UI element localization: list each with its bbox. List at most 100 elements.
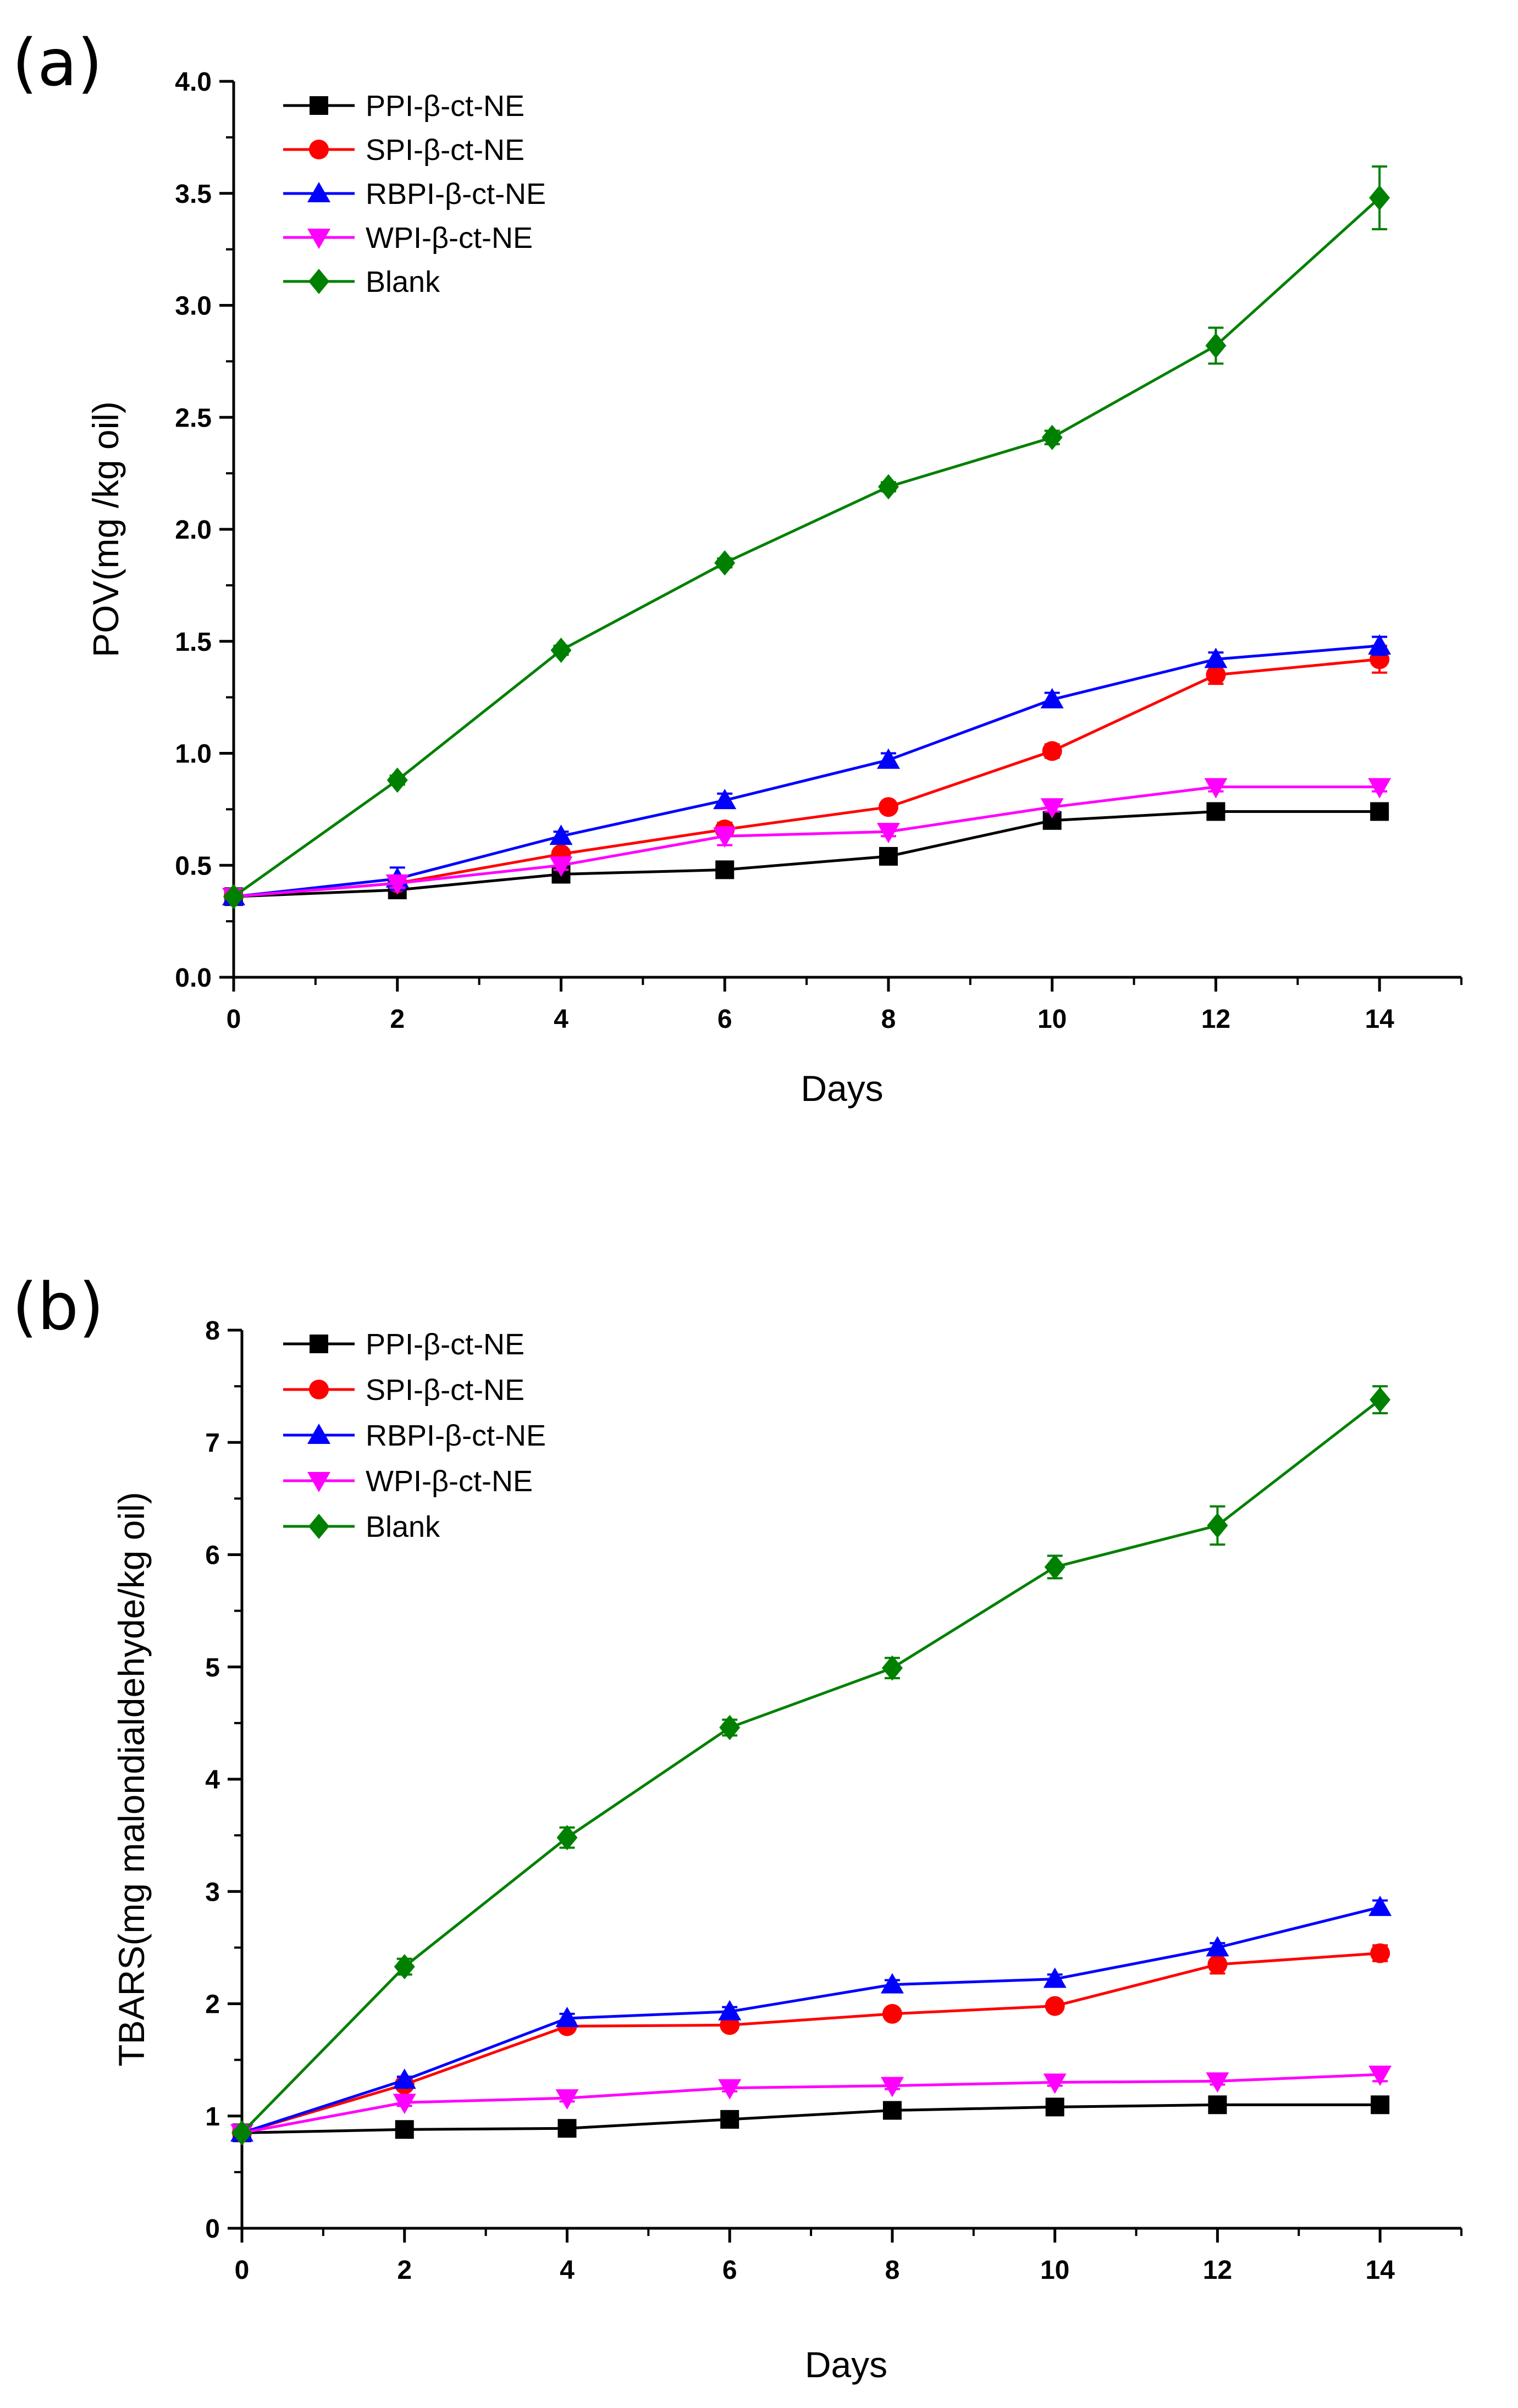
x-tick-label: 0 [227,1005,241,1034]
data-point [1040,798,1064,819]
data-point [1045,2097,1064,2117]
data-point [555,2007,579,2028]
legend-marker [307,1424,330,1444]
x-tick-label: 4 [560,2256,575,2285]
data-point [877,474,899,500]
data-point [876,823,900,844]
legend-label: PPI-β-ct-NE [366,90,525,123]
series-diamond [223,165,1390,910]
series-line [233,657,1380,898]
y-tick-label: 3.0 [175,292,212,321]
data-point [879,846,898,866]
data-point [881,1655,903,1681]
data-point [1205,333,1227,358]
series-diamond [231,1385,1391,2146]
legend-marker [308,1514,329,1539]
y-tick-label: 1.0 [175,740,212,769]
data-point [1043,2073,1067,2094]
legend: PPI-β-ct-NE SPI-β-ct-NE RBPI-β-ct-NE WPI-β-… [283,90,546,298]
y-tick-label: 0 [205,2215,220,2244]
data-point [395,2120,414,2139]
data-point [878,797,898,817]
legend-label: SPI-β-ct-NE [366,1374,525,1407]
x-tick-label: 10 [1037,1005,1067,1034]
series-triangle-up [222,634,1392,906]
y-tick-label: 4 [205,1765,220,1795]
y-tick-label: 6 [205,1541,220,1570]
data-point [549,856,573,877]
legend-marker [307,182,330,202]
series-line [241,2103,1381,2134]
y-axis-title: TBARS(mg malondialdehyde/kg oil) [111,1492,152,2066]
legend-label: SPI-β-ct-NE [366,134,525,167]
data-point [1207,1513,1228,1538]
data-point [550,638,572,663]
series-triangle-up [230,1895,1392,2142]
x-tick-label: 10 [1040,2256,1069,2285]
data-point [1368,1895,1392,1916]
data-point [1368,778,1392,799]
data-point [718,2000,742,2020]
series-line [241,1906,1381,2134]
data-point [880,2077,904,2097]
legend-marker [309,140,329,159]
data-point [1041,424,1063,450]
legend-marker [308,269,329,294]
data-point [1368,2066,1392,2086]
data-point [387,767,408,793]
y-tick-label: 2 [205,1990,220,2019]
y-tick-label: 5 [205,1653,220,1682]
x-tick-label: 14 [1365,2256,1395,2285]
data-point [1206,802,1226,821]
y-tick-label: 8 [205,1316,220,1346]
data-point [393,2068,416,2089]
data-point [223,884,244,910]
y-tick-label: 3.5 [175,180,212,209]
y-tick-label: 2.0 [175,516,212,545]
data-point [1208,2095,1227,2114]
x-tick-label: 4 [554,1005,568,1034]
data-point [1369,185,1390,211]
data-point [1042,741,1062,761]
x-tick-label: 12 [1203,2256,1232,2285]
y-tick-label: 2.5 [175,403,212,433]
legend-label: PPI-β-ct-NE [366,1328,525,1361]
data-point [393,2094,416,2114]
legend-marker [307,229,330,249]
series-triangle-down [222,778,1392,909]
x-tick-label: 12 [1201,1005,1230,1034]
data-point [1040,688,1064,708]
x-tick-label: 0 [235,2256,250,2285]
legend-label: WPI-β-ct-NE [366,1465,533,1498]
data-point [1044,1554,1066,1580]
data-point [1043,1967,1067,1988]
y-tick-label: 3 [205,1878,220,1907]
data-point [1370,1387,1391,1413]
data-point [557,2119,577,2138]
data-point [880,1973,904,1994]
data-point [713,827,737,848]
panel-label: (a) [12,25,102,101]
y-tick-label: 0.5 [175,851,212,881]
data-point [1204,647,1228,668]
data-point [231,2120,252,2146]
series-line [241,1952,1381,2134]
legend-marker [310,96,328,115]
legend-marker [307,1472,330,1492]
data-point [556,1825,578,1851]
y-tick-label: 1 [205,2102,220,2132]
data-point [713,789,737,810]
x-tick-label: 6 [717,1005,732,1034]
series-line [233,197,1381,898]
data-point [1206,665,1226,685]
data-point [882,2101,902,2120]
y-tick-label: 7 [205,1429,220,1458]
legend-label: WPI-β-ct-NE [366,222,533,254]
data-point [1045,1996,1065,2016]
series-line [233,785,1380,898]
x-tick-label: 2 [390,1005,405,1034]
legend-marker [310,1335,328,1353]
chart-panel-a: (a) 0.0 0.5 1.0 1.5 2.0 2.5 3.0 3.5 4.0 0 2 4 6 8 10 12 1… [12,25,1462,1109]
x-tick-label: 6 [722,2256,737,2285]
